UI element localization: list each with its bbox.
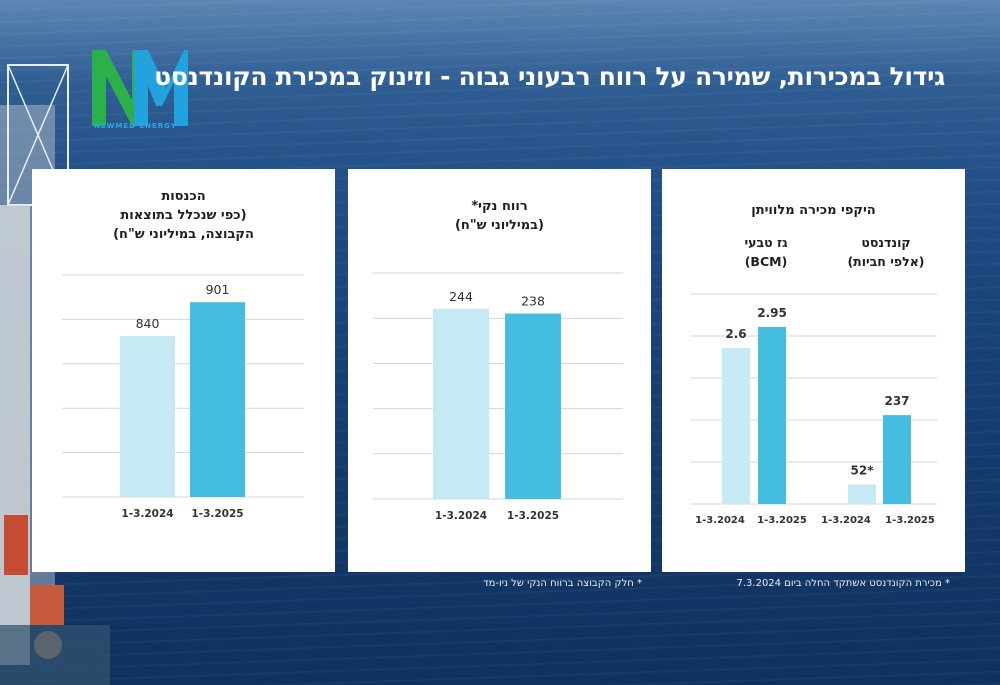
net-profit-title-line-1: רווח נקי* (471, 199, 528, 214)
condensate-value-label-2024: 52* (851, 464, 875, 478)
net-profit-bar-2025 (505, 313, 561, 499)
gas-bar-2025 (758, 327, 786, 504)
net-profit-chart: 244 238 1-3.2024 1-3.2025 (373, 272, 623, 522)
revenue-category-2024: 1-3.2024 (121, 508, 173, 520)
revenue-bar-2024 (120, 336, 175, 497)
net-profit-footnote: * חלק הקבוצה ברווח הנקי של ניו-מד (483, 578, 642, 589)
revenue-value-label-2025: 901 (206, 282, 230, 297)
revenue-value-label-2024: 840 (136, 316, 160, 331)
gas-value-label-2025: 2.95 (757, 306, 787, 320)
net-profit-value-label-2025: 238 (521, 294, 545, 309)
gas-subtitle-line-1: גז טבעי (744, 235, 788, 250)
revenue-title-line-3: הקבוצה, במיליוני ש"ח) (113, 227, 254, 242)
sales-footnote: * מכירת הקונדנסט אשתקד החלה ביום 7.3.202… (736, 578, 951, 589)
revenue-bar-2025 (190, 302, 245, 497)
revenue-category-2025: 1-3.2025 (191, 508, 243, 520)
sales-volume-title: היקפי מכירה מלוויתן (751, 203, 876, 218)
revenue-title-line-1: הכנסות (161, 189, 206, 204)
net-profit-title-line-2: (במיליוני ש"ח) (454, 218, 544, 233)
sales-volume-panel: היקפי מכירה מלוויתן גז טבעי (BCM) קונדנס… (662, 169, 965, 572)
revenue-gridlines (62, 274, 304, 498)
revenue-chart: 840 901 1-3.2024 1-3.2025 (62, 274, 304, 520)
gas-category-2025: 1-3.2025 (757, 515, 807, 526)
revenue-title: הכנסות (כפי שנכלל בתוצאות הקבוצה, במיליו… (32, 187, 335, 244)
gas-subtitle-line-2: (BCM) (744, 254, 788, 269)
condensate-subtitle: קונדנסט (אלפי חביות) (826, 233, 946, 271)
condensate-category-2024: 1-3.2024 (821, 515, 871, 526)
condensate-bar-2025 (883, 415, 911, 504)
condensate-category-2025: 1-3.2025 (885, 515, 935, 526)
page-title: גידול במכירות, שמירה על רווח רבעוני גבוה… (154, 62, 945, 91)
net-profit-gridlines (373, 272, 623, 500)
gas-subtitle: גז טבעי (BCM) (706, 233, 826, 271)
net-profit-bar-2024 (433, 308, 489, 499)
net-profit-title: רווח נקי* (במיליוני ש"ח) (348, 197, 651, 235)
condensate-bar-2024 (848, 484, 876, 504)
gas-value-label-2024: 2.6 (725, 327, 746, 341)
condensate-value-label-2025: 237 (884, 394, 909, 408)
net-profit-panel: רווח נקי* (במיליוני ש"ח) 244 238 1-3.202… (348, 169, 651, 572)
condensate-subtitle-line-2: (אלפי חביות) (847, 254, 925, 269)
revenue-title-line-2: (כפי שנכלל בתוצאות (120, 208, 247, 223)
gas-bar-2024 (722, 348, 750, 504)
logo-text: NEWMED ENERGY (94, 122, 177, 130)
newmed-logo (92, 50, 188, 126)
net-profit-category-2024: 1-3.2024 (435, 510, 487, 522)
sales-volume-chart: 2.6 2.95 52* 237 1-3.2024 1-3.2025 1-3.2… (690, 293, 937, 526)
net-profit-category-2025: 1-3.2025 (507, 510, 559, 522)
condensate-subtitle-line-1: קונדנסט (861, 235, 911, 250)
gas-category-2024: 1-3.2024 (695, 515, 745, 526)
revenue-panel: הכנסות (כפי שנכלל בתוצאות הקבוצה, במיליו… (32, 169, 335, 572)
net-profit-value-label-2024: 244 (449, 289, 473, 304)
